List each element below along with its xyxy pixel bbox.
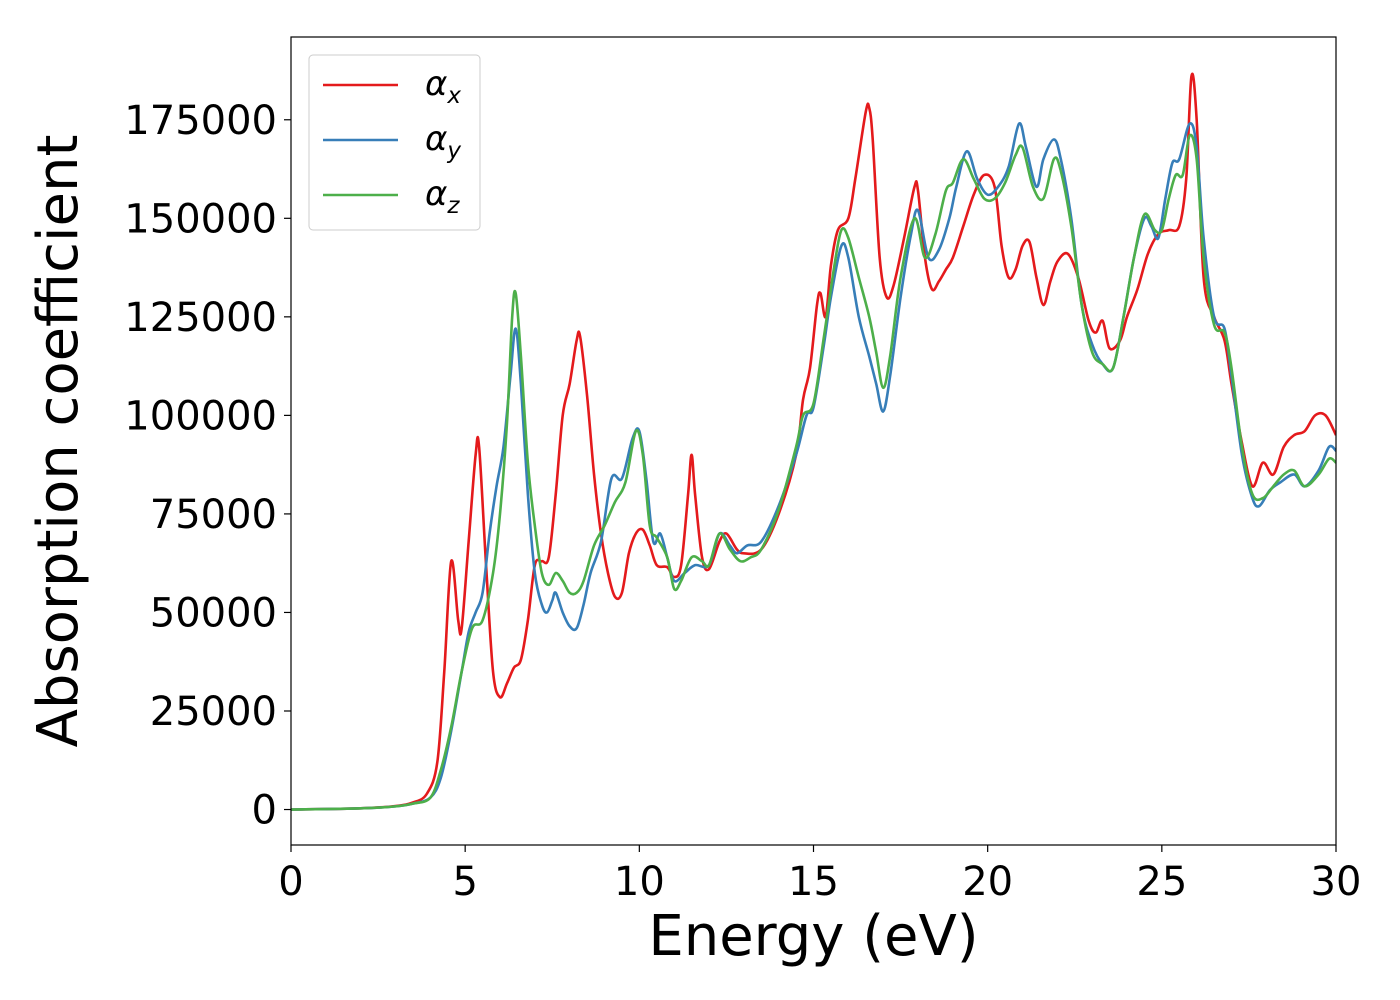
y-tick-label: 0 bbox=[252, 788, 277, 834]
series-line-z bbox=[291, 133, 1336, 811]
legend-label-x: αx bbox=[425, 64, 461, 109]
y-tick-label: 25000 bbox=[150, 689, 277, 735]
series-line-y bbox=[291, 122, 1336, 811]
y-tick-label: 175000 bbox=[124, 98, 277, 144]
legend-label-y: αy bbox=[425, 119, 461, 164]
legend-label-z: αz bbox=[425, 174, 460, 219]
x-tick-label: 0 bbox=[278, 859, 303, 905]
x-tick-label: 30 bbox=[1311, 859, 1362, 905]
y-axis-title: Absorption coefficient bbox=[26, 135, 91, 748]
legend-box bbox=[308, 54, 481, 231]
series-layer bbox=[291, 72, 1336, 811]
y-axis-ticks: 0 25000 50000 75000 100000 125000 150000 175000 bbox=[124, 98, 291, 834]
legend: αx αy αz bbox=[308, 54, 481, 231]
x-axis-ticks: 0 5 10 15 20 25 30 bbox=[278, 845, 1361, 905]
y-tick-label: 150000 bbox=[124, 196, 277, 242]
y-tick-label: 50000 bbox=[150, 590, 277, 636]
x-tick-label: 15 bbox=[788, 859, 839, 905]
y-tick-label: 125000 bbox=[124, 295, 277, 341]
y-tick-label: 75000 bbox=[150, 492, 277, 538]
series-line-x bbox=[291, 72, 1336, 811]
x-axis-title: Energy (eV) bbox=[648, 904, 978, 969]
x-tick-label: 10 bbox=[614, 859, 665, 905]
x-tick-label: 20 bbox=[962, 859, 1013, 905]
x-tick-label: 5 bbox=[452, 859, 477, 905]
y-tick-label: 100000 bbox=[124, 393, 277, 439]
x-tick-label: 25 bbox=[1136, 859, 1187, 905]
